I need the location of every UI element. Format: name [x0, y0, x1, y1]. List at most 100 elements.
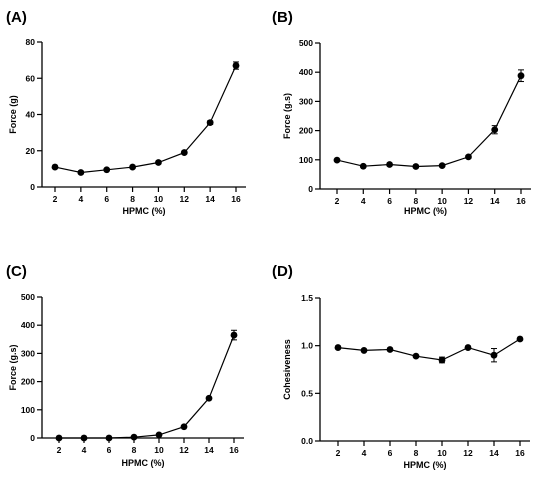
- chart-panel-a: (A) 0 20 40 60 80 2 4 6 8 10 12 14 16 HPMC (%) Force (g…: [6, 9, 246, 216]
- data-point: [129, 163, 136, 171]
- y-tick-label: 20: [26, 146, 36, 156]
- y-tick-label: 0.0: [301, 436, 313, 446]
- y-axis-label: Force (g.s): [282, 93, 292, 139]
- data-point: [438, 356, 446, 364]
- x-tick-label: 4: [362, 448, 367, 458]
- data-point: [386, 161, 393, 168]
- y-tick-label: 300: [299, 96, 313, 106]
- chart-panel-c: (C) 0 100 200 300 400 500 2 4 6 8 10 12 14 16 HPMC (%) F…: [6, 263, 244, 468]
- y-tick-label: 60: [26, 73, 36, 83]
- data-point: [465, 153, 472, 161]
- y-tick-label: 300: [21, 348, 35, 358]
- data-point: [180, 423, 188, 431]
- x-tick-label: 10: [154, 194, 164, 204]
- y-axis-label: Force (g.s): [8, 344, 18, 390]
- series-line: [336, 75, 522, 168]
- x-tick-label: 10: [154, 445, 164, 455]
- data-point: [155, 431, 163, 439]
- data-point: [517, 72, 525, 80]
- x-tick-label: 8: [413, 196, 418, 206]
- y-tick-label: 0: [30, 182, 35, 192]
- data-point: [438, 162, 446, 170]
- y-tick-label: 200: [299, 126, 313, 136]
- data-point: [206, 119, 214, 127]
- y-tick-label: 100: [299, 155, 313, 165]
- x-tick-label: 14: [489, 448, 499, 458]
- x-tick-label: 10: [437, 448, 447, 458]
- data-point: [490, 351, 498, 359]
- x-tick-label: 6: [107, 445, 112, 455]
- y-tick-label: 200: [21, 377, 35, 387]
- y-tick-label: 0: [30, 433, 35, 443]
- data-point: [55, 434, 63, 442]
- y-tick-label: 400: [299, 67, 313, 77]
- data-point: [77, 169, 85, 176]
- data-point: [412, 352, 420, 360]
- y-tick-label: 0: [308, 184, 313, 194]
- x-tick-label: 16: [229, 445, 239, 455]
- y-tick-label: 80: [26, 37, 36, 47]
- data-point: [155, 159, 162, 166]
- x-tick-label: 8: [414, 448, 419, 458]
- data-point: [359, 162, 367, 170]
- data-point: [334, 344, 342, 351]
- x-tick-label: 4: [78, 194, 83, 204]
- panel-label: (B): [272, 9, 293, 26]
- x-tick-label: 14: [490, 196, 500, 206]
- y-tick-label: 1.5: [301, 293, 313, 303]
- y-tick-label: 40: [26, 110, 36, 120]
- x-tick-label: 6: [387, 196, 392, 206]
- x-tick-label: 2: [335, 196, 340, 206]
- x-tick-label: 12: [180, 194, 190, 204]
- data-point: [232, 62, 240, 69]
- x-tick-label: 14: [205, 194, 215, 204]
- panel-label: (C): [6, 263, 27, 280]
- x-tick-label: 6: [388, 448, 393, 458]
- x-tick-label: 12: [464, 196, 474, 206]
- chart-panel-d: (D) 0.0 0.5 1.0 1.5 2 4 6 8 10 12 14 16 HPMC (%) Cohes…: [272, 263, 530, 470]
- x-tick-label: 6: [104, 194, 109, 204]
- y-tick-label: 100: [21, 405, 35, 415]
- y-axis-label: Force (g): [8, 95, 18, 134]
- x-tick-label: 4: [361, 196, 366, 206]
- data-point: [360, 347, 368, 354]
- data-point: [105, 434, 113, 442]
- series-line: [337, 338, 521, 361]
- data-point: [412, 163, 420, 170]
- x-axis-label: HPMC (%): [122, 458, 165, 468]
- x-axis-label: HPMC (%): [404, 460, 447, 470]
- y-tick-label: 500: [299, 38, 313, 48]
- x-tick-label: 4: [82, 445, 87, 455]
- panel-label: (A): [6, 9, 27, 26]
- x-tick-label: 16: [231, 194, 241, 204]
- chart-panel-b: (B) 0 100 200 300 400 500 2 4 6 8 10 12 14 16 HPMC (%) F…: [272, 9, 531, 216]
- x-tick-label: 12: [179, 445, 189, 455]
- data-point: [230, 331, 238, 339]
- panel-label: (D): [272, 263, 293, 280]
- data-point: [516, 335, 524, 343]
- x-tick-label: 16: [515, 448, 525, 458]
- x-tick-label: 12: [463, 448, 473, 458]
- x-axis-label: HPMC (%): [404, 206, 447, 216]
- data-point: [333, 156, 341, 164]
- x-tick-label: 2: [57, 445, 62, 455]
- series-line: [54, 65, 237, 174]
- x-tick-label: 10: [437, 196, 447, 206]
- y-tick-label: 400: [21, 320, 35, 330]
- data-point: [51, 163, 59, 171]
- data-point: [386, 346, 394, 353]
- series-line: [59, 334, 235, 439]
- x-axis-label: HPMC (%): [123, 206, 166, 216]
- x-tick-label: 16: [516, 196, 526, 206]
- y-axis-label: Cohesiveness: [282, 339, 292, 400]
- data-point: [130, 433, 138, 441]
- data-point: [180, 149, 188, 156]
- x-tick-label: 8: [132, 445, 137, 455]
- x-tick-label: 2: [53, 194, 58, 204]
- y-tick-label: 0.5: [301, 388, 313, 398]
- data-point: [464, 344, 472, 351]
- data-point: [103, 166, 111, 174]
- y-tick-label: 500: [21, 292, 35, 302]
- x-tick-label: 8: [130, 194, 135, 204]
